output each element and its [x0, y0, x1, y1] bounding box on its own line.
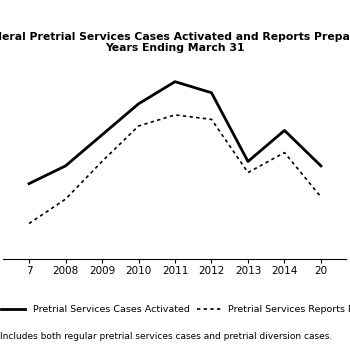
Text: Includes both regular pretrial services cases and pretrial diversion cases.: Includes both regular pretrial services …: [0, 332, 332, 341]
Title: Federal Pretrial Services Cases Activated and Reports Prepared
Years Ending Marc: Federal Pretrial Services Cases Activate…: [0, 32, 350, 53]
Legend: Pretrial Services Cases Activated, Pretrial Services Reports Prepared: Pretrial Services Cases Activated, Pretr…: [1, 305, 350, 314]
